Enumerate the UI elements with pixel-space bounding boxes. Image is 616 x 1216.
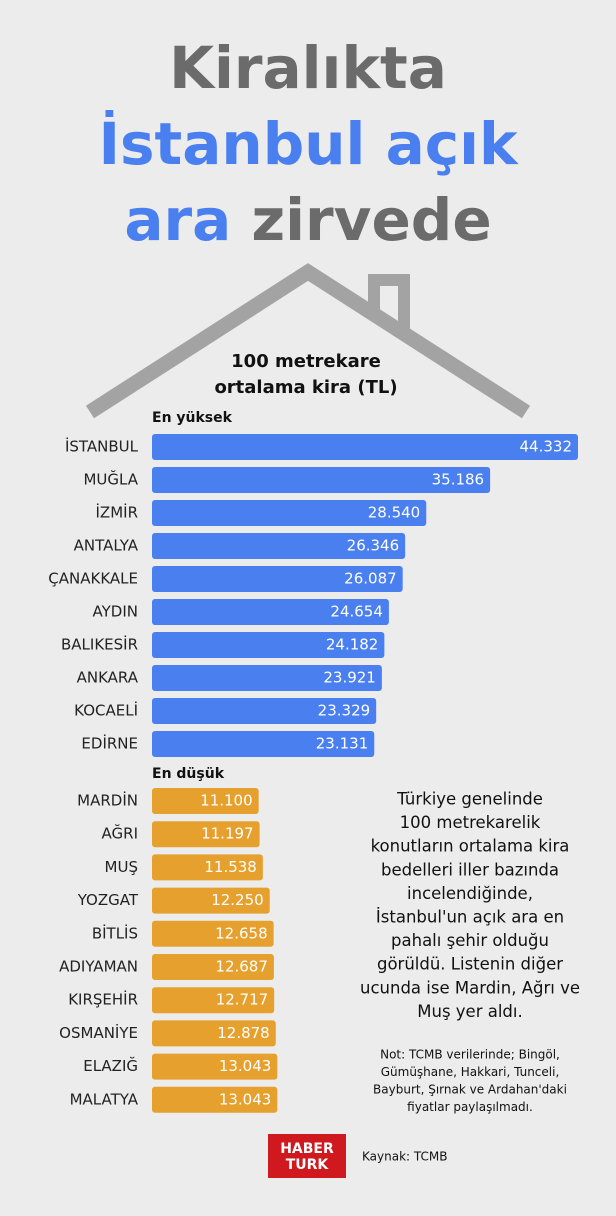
paragraph-line: görüldü. Listenin diğer [377, 955, 563, 974]
note-line: Bayburt, Şırnak ve Ardahan'daki [373, 1083, 567, 1097]
value-label: 24.654 [330, 603, 383, 621]
category-label: ANTALYA [74, 537, 139, 555]
bar [152, 954, 274, 980]
category-label: AĞRI [102, 824, 138, 843]
paragraph-line: bedelleri iller bazında [381, 860, 559, 879]
paragraph-line: ucunda ise Mardin, Ağrı ve [360, 978, 580, 997]
note-line: fiyatlar paylaşılmadı. [407, 1100, 533, 1114]
value-label: 23.131 [316, 735, 369, 753]
value-label: 12.717 [216, 991, 269, 1009]
section-title: En düşük [152, 766, 225, 782]
category-label: İZMİR [96, 503, 139, 522]
bar [152, 632, 385, 658]
value-label: 26.087 [344, 570, 397, 588]
bar [152, 1086, 278, 1113]
category-label: YOZGAT [77, 891, 139, 909]
title-word: ara [124, 186, 231, 254]
category-label: MARDİN [77, 791, 138, 810]
bar [152, 599, 389, 625]
value-label: 26.346 [347, 537, 400, 555]
value-label: 11.197 [201, 825, 254, 843]
paragraph-line: İstanbul'un açık ara en [376, 908, 564, 927]
bar [152, 467, 491, 493]
title-word: Kiralıkta [169, 34, 447, 102]
category-label: ANKARA [77, 669, 139, 687]
roof [85, 263, 531, 419]
value-label: 35.186 [432, 471, 485, 489]
category-label: EDİRNE [81, 734, 138, 753]
paragraph-line: konutların ortalama kira [371, 837, 570, 856]
category-label: BALIKESİR [61, 635, 138, 654]
bar [152, 920, 274, 947]
bar [152, 1020, 276, 1047]
category-label: ELAZIĞ [83, 1056, 138, 1075]
value-label: 24.182 [326, 636, 379, 654]
bar [152, 731, 375, 757]
bar [152, 854, 263, 881]
bar [152, 887, 270, 914]
category-label: ADIYAMAN [59, 958, 138, 976]
source: Kaynak: TCMB [362, 1150, 447, 1164]
bar [152, 533, 406, 559]
category-label: MALATYA [70, 1090, 139, 1108]
title-line: Kiralıkta [169, 34, 447, 102]
title-line: ara zirvede [124, 186, 491, 254]
value-label: 12.250 [211, 891, 264, 909]
category-label: BİTLİS [92, 923, 138, 942]
value-label: 13.043 [219, 1057, 272, 1075]
paragraph-line: incelendiğinde, [407, 884, 533, 903]
paragraph-line: Muş yer aldı. [417, 1002, 522, 1021]
note-line: Not: TCMB verilerinde; Bingöl, [380, 1048, 560, 1062]
note-line: Gümüşhane, Hakkari, Tunceli, [381, 1065, 560, 1079]
bar [152, 987, 275, 1014]
bar [152, 788, 259, 814]
category-label: İSTANBUL [65, 437, 139, 456]
category-label: ÇANAKKALE [48, 570, 138, 588]
bar [152, 665, 382, 691]
bar [152, 698, 377, 724]
value-label: 28.540 [368, 504, 421, 522]
bar [152, 500, 427, 526]
value-label: 12.687 [215, 958, 268, 976]
subtitle: 100 metrekare [231, 351, 381, 372]
bar [152, 1053, 278, 1080]
paragraph-line: Türkiye genelinde [396, 790, 543, 809]
paragraph-line: 100 metrekarelik [400, 813, 541, 832]
title-line: İstanbul açık [98, 109, 519, 178]
value-label: 11.100 [200, 792, 253, 810]
value-label: 13.043 [219, 1090, 272, 1108]
category-label: KIRŞEHİR [68, 990, 138, 1009]
value-label: 44.332 [520, 438, 573, 456]
value-label: 23.329 [318, 702, 371, 720]
title-word: zirvede [231, 186, 491, 254]
category-label: MUŞ [105, 858, 138, 876]
paragraph-line: pahalı şehir olduğu [391, 931, 549, 950]
section-title: En yüksek [152, 410, 233, 426]
category-label: KOCAELİ [74, 701, 138, 720]
value-label: 11.538 [204, 858, 257, 876]
chimney [368, 274, 410, 336]
category-label: OSMANİYE [59, 1023, 138, 1042]
logo-text: HABER [280, 1141, 334, 1157]
category-label: AYDIN [93, 603, 138, 621]
category-label: MUĞLA [83, 470, 138, 489]
logo [268, 1134, 346, 1178]
value-label: 12.658 [215, 924, 268, 942]
bar [152, 434, 578, 460]
bar [152, 821, 260, 848]
value-label: 12.878 [217, 1024, 270, 1042]
value-label: 23.921 [323, 669, 376, 687]
bar [152, 566, 403, 592]
subtitle: ortalama kira (TL) [214, 377, 397, 398]
logo-text: TURK [286, 1157, 330, 1173]
title-word: İstanbul açık [98, 109, 519, 178]
